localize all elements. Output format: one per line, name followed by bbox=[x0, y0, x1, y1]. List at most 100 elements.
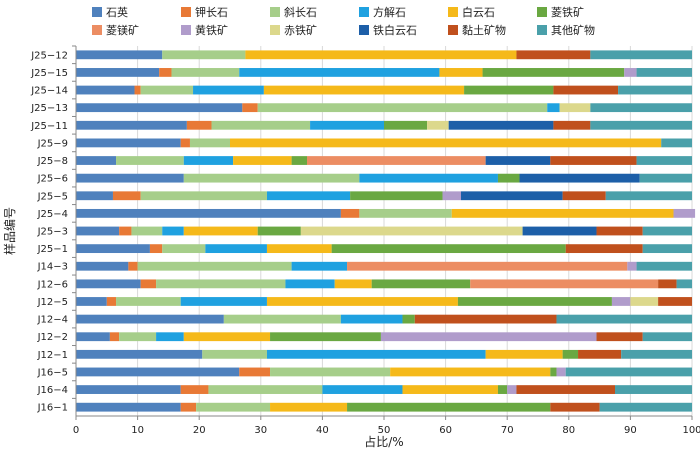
bar-segment bbox=[140, 191, 267, 201]
bar-segment bbox=[76, 367, 240, 377]
bar-segment bbox=[590, 120, 692, 130]
bar-segment bbox=[263, 85, 465, 95]
bar-segment bbox=[230, 138, 662, 148]
bar-segment bbox=[183, 226, 258, 236]
bar-segment bbox=[461, 191, 563, 201]
bar-segment bbox=[359, 208, 452, 218]
bar-segment bbox=[350, 191, 443, 201]
y-category-label: J16−1 bbox=[37, 403, 68, 414]
x-tick-label: 0 bbox=[73, 425, 79, 436]
bar-segment bbox=[196, 402, 271, 412]
axes bbox=[72, 45, 693, 420]
legend-label: 钾长石 bbox=[195, 5, 228, 19]
legend-swatch bbox=[181, 7, 191, 17]
bar-segment bbox=[384, 120, 428, 130]
legend-swatch bbox=[448, 7, 458, 17]
y-category-label: J25−11 bbox=[30, 121, 68, 132]
bar-segment bbox=[140, 85, 194, 95]
bar-segment bbox=[162, 244, 206, 254]
bar-segment bbox=[180, 297, 267, 306]
bar-segment bbox=[119, 332, 157, 342]
y-category-label: J25−8 bbox=[37, 156, 68, 167]
bar-segment bbox=[257, 226, 301, 236]
bar-segment bbox=[270, 332, 381, 342]
legend-label: 白云石 bbox=[462, 5, 495, 19]
bar-segment bbox=[470, 279, 659, 289]
bar-segment bbox=[162, 226, 184, 236]
legend-label: 菱镁矿 bbox=[106, 23, 139, 37]
bar-segment bbox=[402, 385, 498, 394]
y-category-label: J16−4 bbox=[37, 385, 68, 396]
legend-swatch bbox=[270, 25, 280, 35]
bar-segment bbox=[180, 402, 197, 412]
bar-segment bbox=[439, 68, 483, 77]
bar-segment bbox=[257, 103, 548, 113]
bar-segment bbox=[562, 191, 606, 201]
bar-segment bbox=[414, 314, 557, 324]
bar-segment bbox=[673, 208, 696, 218]
bar-segment bbox=[565, 367, 692, 377]
bar-segment bbox=[233, 156, 292, 165]
bar-segment bbox=[106, 297, 117, 306]
y-category-label: J25−6 bbox=[37, 174, 68, 185]
x-tick-label: 60 bbox=[439, 425, 452, 436]
bar-segment bbox=[116, 297, 181, 306]
bar-segment bbox=[630, 297, 659, 306]
bar-segment bbox=[559, 103, 591, 113]
bar-segment bbox=[448, 120, 554, 130]
bar-segment bbox=[636, 68, 692, 77]
bar-segment bbox=[596, 332, 643, 342]
bar-segment bbox=[547, 103, 560, 113]
bar-segment bbox=[497, 173, 520, 183]
bar-segment bbox=[642, 226, 692, 236]
bar-segment bbox=[347, 261, 628, 271]
bar-segment bbox=[76, 244, 150, 254]
legend-label: 黄铁矿 bbox=[195, 23, 228, 37]
y-category-label: J12−1 bbox=[37, 350, 68, 361]
bar-segment bbox=[334, 279, 372, 289]
bar-segment bbox=[553, 120, 591, 130]
bar-segment bbox=[322, 385, 403, 394]
bar-segment bbox=[76, 191, 113, 201]
bar-segment bbox=[76, 226, 120, 236]
bar-segment bbox=[76, 156, 117, 165]
y-category-label: J12−4 bbox=[37, 315, 68, 326]
bar-segment bbox=[156, 279, 286, 289]
bar-segment bbox=[590, 50, 692, 60]
bar-segment bbox=[266, 349, 486, 359]
bar-segment bbox=[556, 314, 692, 324]
x-tick-label: 40 bbox=[316, 425, 329, 436]
y-axis-title: 样品编号 bbox=[2, 207, 17, 255]
legend-label: 赤铁矿 bbox=[284, 24, 317, 37]
y-category-label: J25−9 bbox=[37, 138, 68, 149]
bar-segment bbox=[183, 332, 271, 342]
bar-segment bbox=[112, 191, 141, 201]
bar-segment bbox=[359, 173, 498, 183]
legend-swatch bbox=[270, 7, 280, 17]
bar-segment bbox=[627, 261, 637, 271]
bar-segment bbox=[239, 68, 440, 77]
bar-segment bbox=[516, 385, 615, 394]
bar-segment bbox=[76, 402, 181, 412]
y-category-label: J25−5 bbox=[37, 191, 68, 202]
bar-segment bbox=[76, 279, 141, 289]
bar-segment bbox=[245, 50, 517, 60]
bar-segment bbox=[266, 191, 351, 201]
bar-segment bbox=[519, 173, 640, 183]
bar-segment bbox=[270, 402, 348, 412]
bar-segment bbox=[550, 156, 637, 165]
bar-segment bbox=[109, 332, 120, 342]
bar-segment bbox=[193, 85, 264, 95]
bar-segment bbox=[642, 244, 692, 254]
bar-segment bbox=[578, 349, 622, 359]
bar-segment bbox=[76, 120, 187, 130]
bar-segment bbox=[553, 85, 619, 95]
x-tick-label: 80 bbox=[562, 425, 575, 436]
bar-segment bbox=[562, 349, 579, 359]
bar-segment bbox=[300, 226, 523, 236]
y-category-label: J25−14 bbox=[30, 86, 68, 97]
bar-segment bbox=[550, 367, 557, 377]
bar-segment bbox=[497, 385, 508, 394]
